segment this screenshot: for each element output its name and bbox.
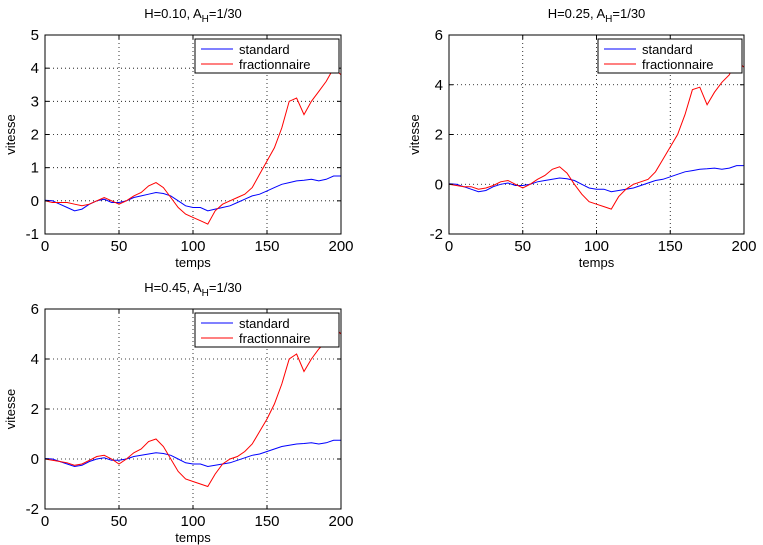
x-tick-label: 200 (328, 513, 353, 530)
x-tick-label: 150 (254, 513, 279, 530)
x-tick-label: 0 (41, 513, 49, 530)
y-tick-label: 3 (31, 93, 39, 110)
legend-box (194, 312, 340, 348)
series-line-standard (448, 165, 744, 193)
x-tick-label: 200 (328, 238, 353, 255)
series-line-fractionnaire (448, 59, 745, 210)
y-tick-label: 0 (435, 176, 443, 193)
y-tick-label: 4 (31, 60, 39, 77)
x-tick-label: 50 (111, 513, 128, 530)
x-tick-label: 200 (731, 238, 756, 255)
y-tick-label: 5 (31, 27, 39, 44)
x-tick-label: 150 (658, 238, 683, 255)
y-tick-label: 0 (31, 451, 39, 468)
y-tick-label: -1 (26, 226, 39, 243)
chart-1: 0 50 100 150 200-1012345tempsvitesseH=0.10, … (3, 6, 354, 270)
chart-title: H=0.45, AH=1/30 (144, 280, 242, 299)
y-tick-label: 6 (31, 301, 39, 318)
x-tick-label: 0 (41, 238, 49, 255)
x-tick-label: 100 (584, 238, 609, 255)
y-axis-label: vitesse (3, 389, 18, 429)
legend-label-fractionnaire: fractionnaire (239, 331, 311, 346)
series-line-standard (44, 439, 341, 468)
y-axis-label: vitesse (407, 114, 422, 154)
y-tick-label: 4 (435, 77, 443, 94)
y-tick-label: -2 (430, 226, 443, 243)
y-tick-label: 6 (435, 27, 443, 44)
chart-title: H=0.10, AH=1/30 (144, 6, 242, 25)
legend-label-standard: standard (239, 42, 290, 57)
legend-box (194, 38, 340, 74)
x-tick-label: 50 (111, 238, 128, 255)
x-tick-label: 50 (514, 238, 531, 255)
y-tick-label: 2 (31, 127, 39, 144)
series-line-fractionnaire (44, 325, 342, 488)
y-tick-label: 1 (31, 160, 39, 177)
legend-label-standard: standard (239, 316, 290, 331)
series-line-fractionnaire (44, 67, 342, 225)
x-tick-label: 100 (180, 238, 205, 255)
x-axis-label: temps (175, 530, 211, 545)
legend-label-fractionnaire: fractionnaire (239, 57, 311, 72)
chart-title: H=0.25, AH=1/30 (548, 6, 646, 25)
legend-box (597, 38, 743, 74)
x-tick-label: 150 (254, 238, 279, 255)
y-tick-label: 0 (31, 193, 39, 210)
x-axis-label: temps (579, 255, 615, 270)
x-axis-label: temps (175, 255, 211, 270)
y-axis-label: vitesse (3, 114, 18, 154)
y-tick-label: 4 (31, 351, 39, 368)
x-tick-label: 0 (445, 238, 453, 255)
legend-label-standard: standard (642, 42, 693, 57)
x-tick-label: 100 (180, 513, 205, 530)
y-tick-label: 2 (435, 127, 443, 144)
y-tick-label: -2 (26, 501, 39, 518)
y-tick-label: 2 (31, 401, 39, 418)
legend-label-fractionnaire: fractionnaire (642, 57, 714, 72)
